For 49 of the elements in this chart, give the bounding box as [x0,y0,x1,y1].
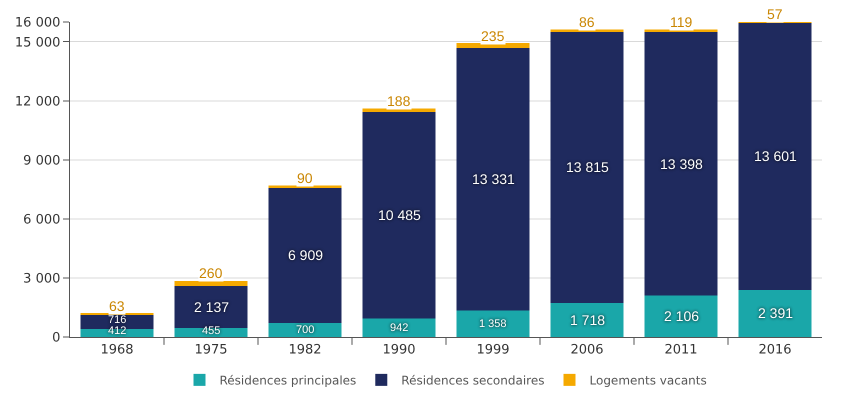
data-label: 13 398 [660,156,704,172]
data-label: 942 [390,322,408,334]
y-tick-label: 15 000 [14,35,60,50]
bar [362,112,436,318]
data-label: 57 [767,6,783,22]
data-label: 13 815 [566,159,610,175]
x-tick-label: 1982 [288,342,322,358]
y-tick-label: 16 000 [14,16,60,31]
legend-label: Logements vacants [590,374,707,388]
data-label: 6 909 [288,247,324,263]
data-label: 700 [296,324,314,336]
data-label: 260 [199,265,223,281]
data-label: 13 331 [472,171,516,187]
data-label: 188 [387,93,411,109]
y-tick-label: 0 [52,330,60,346]
data-label: 235 [481,28,505,44]
legend-label: Résidences principales [220,374,356,388]
data-label: 1 358 [479,318,507,330]
data-label: 13 601 [754,148,798,164]
x-tick-label: 1968 [100,342,134,358]
bar [456,48,530,310]
x-tick-label: 1990 [382,342,416,358]
data-label: 119 [670,14,693,30]
data-label: 716 [108,314,126,326]
data-label: 86 [579,14,595,30]
bar [550,31,624,304]
x-tick-label: 2011 [664,342,698,358]
data-label: 1 718 [570,312,606,328]
legend-label: Résidences secondaires [401,374,544,388]
bar [738,22,812,290]
bar [174,280,248,286]
y-tick-label: 9 000 [23,153,60,168]
y-tick-label: 6 000 [23,212,60,228]
data-label: 2 106 [664,308,700,324]
x-tick-label: 1999 [476,342,510,358]
data-label: 2 391 [758,305,794,321]
data-label: 455 [202,325,220,337]
y-tick-label: 12 000 [14,94,60,110]
y-tick-label: 3 000 [23,271,60,286]
x-tick-label: 2006 [570,342,604,358]
data-label: 412 [108,325,126,337]
bar [268,187,342,324]
data-label: 10 485 [378,207,422,223]
data-label: 90 [297,170,313,186]
data-label: 2 137 [194,299,230,315]
bar [644,32,718,296]
data-label: 63 [109,298,125,314]
x-tick-label: 1975 [194,342,228,358]
x-tick-label: 2016 [758,342,792,358]
